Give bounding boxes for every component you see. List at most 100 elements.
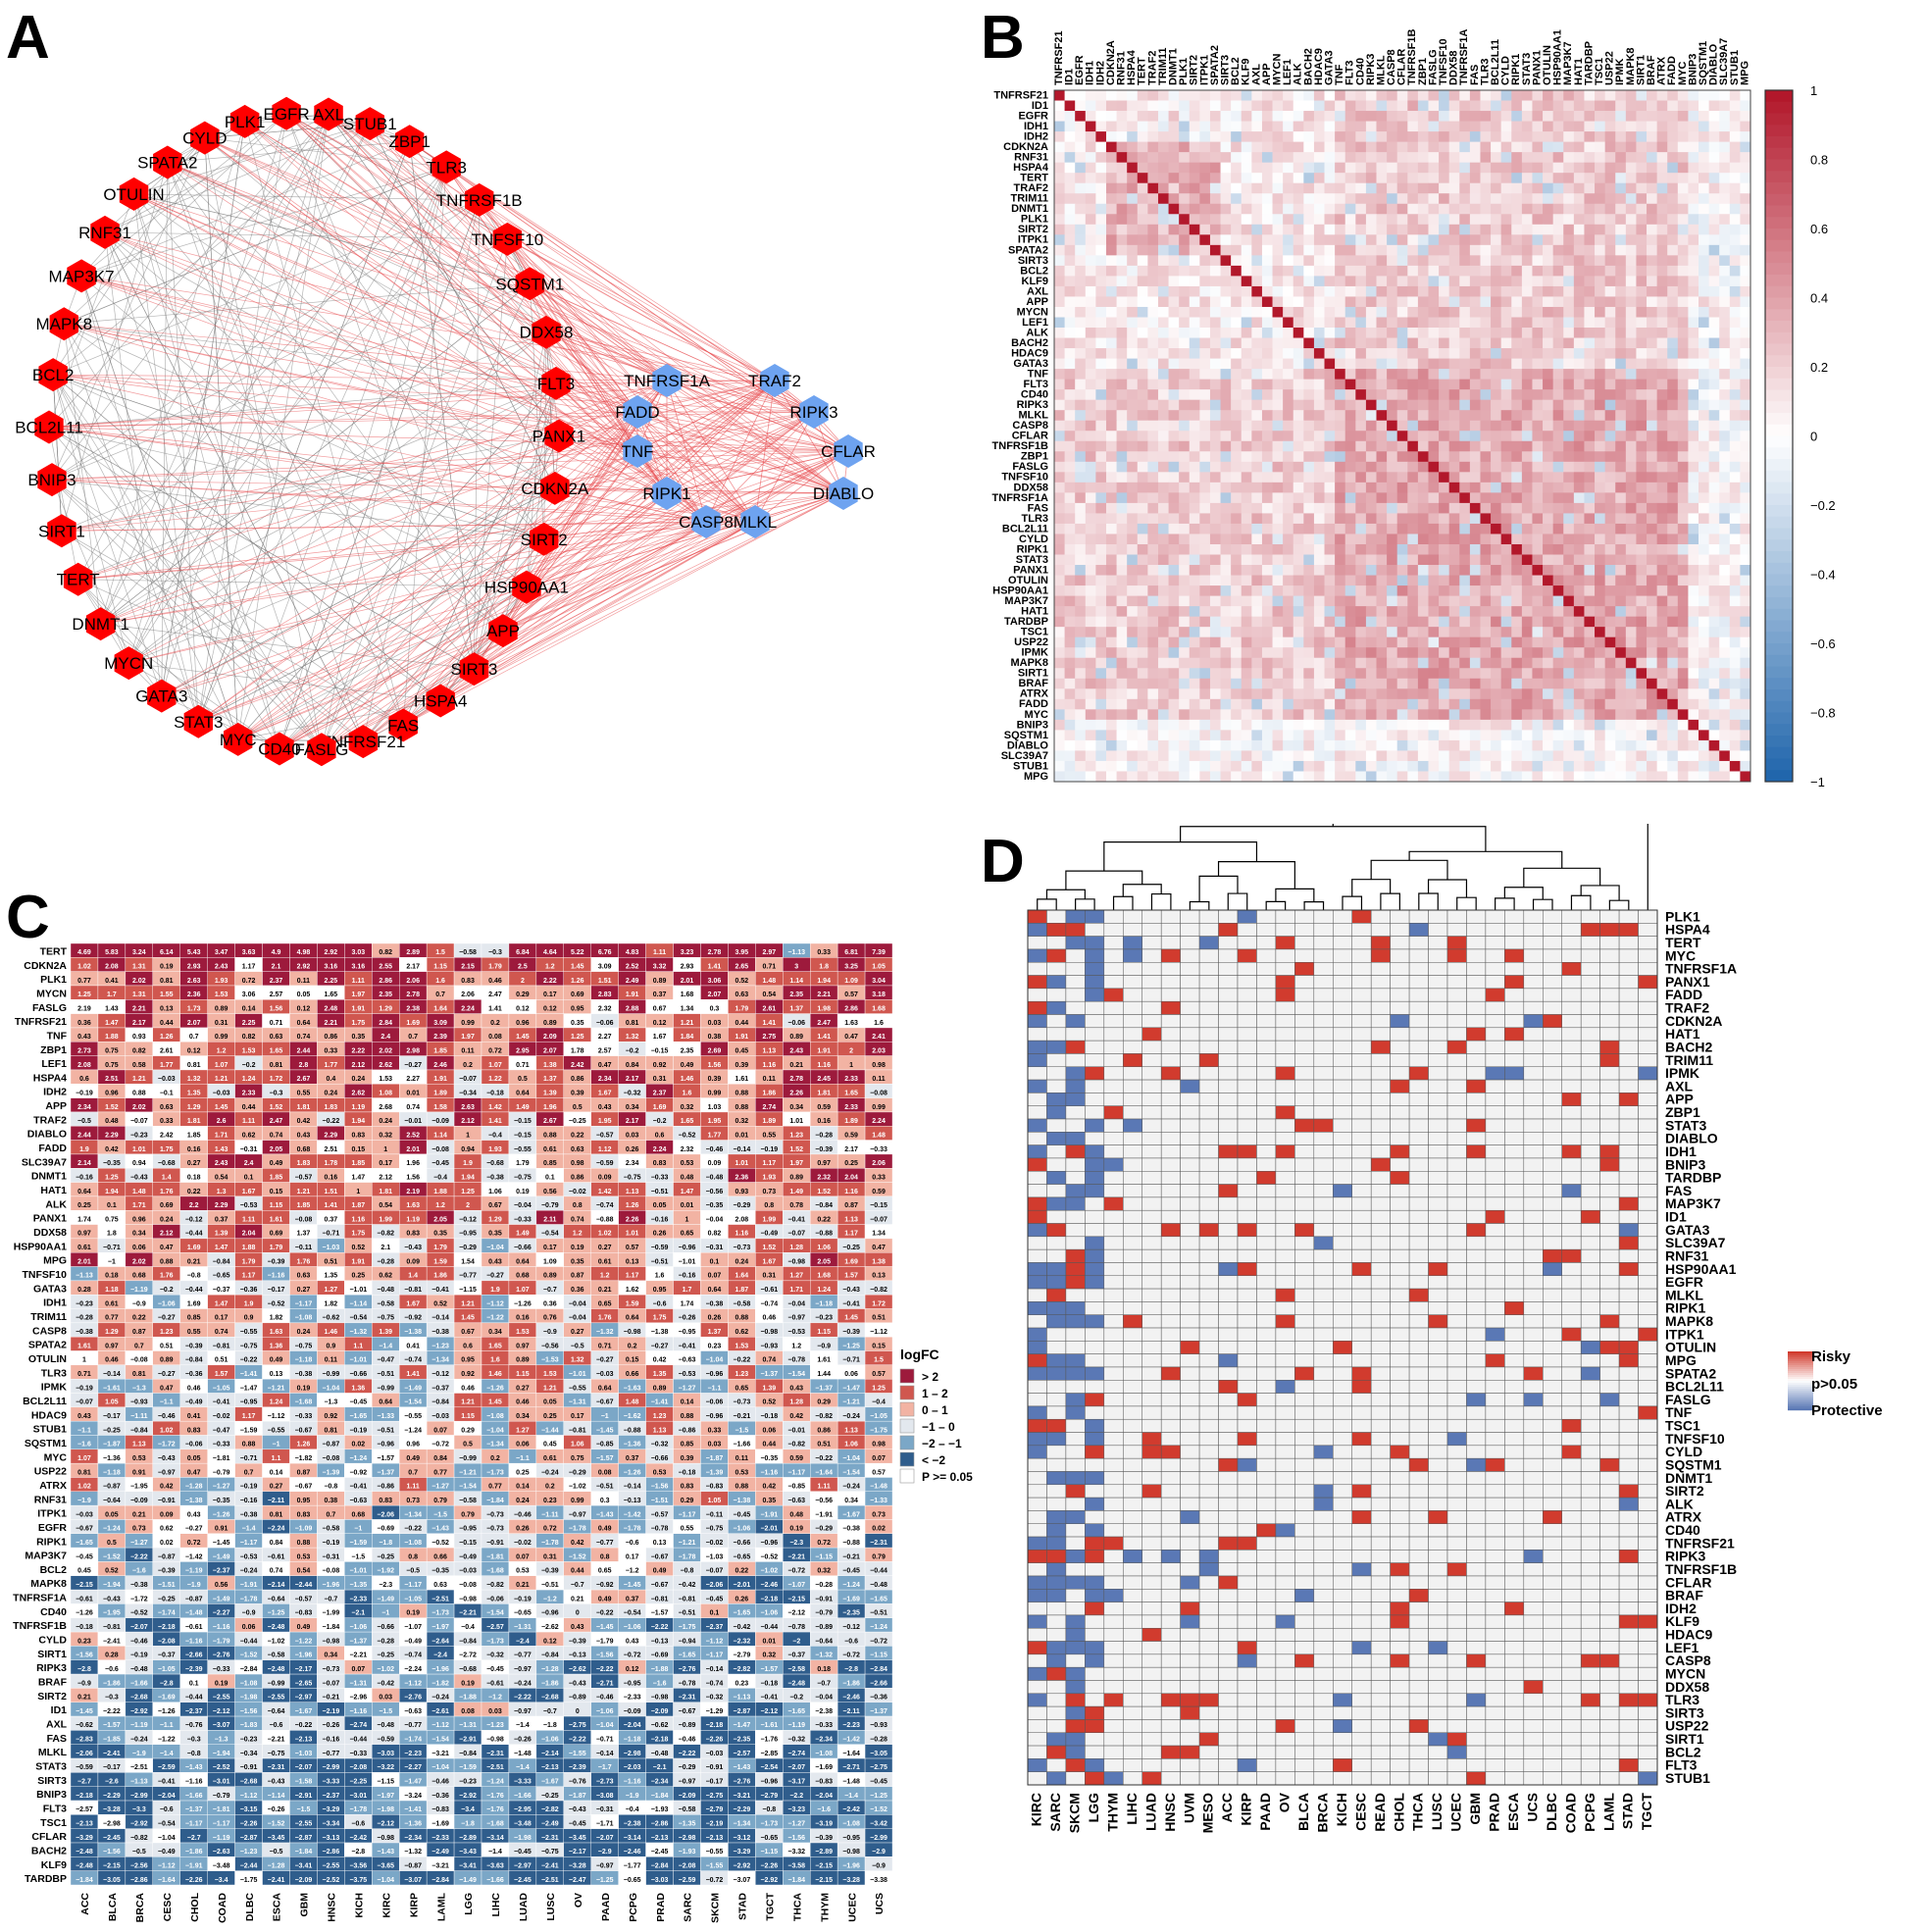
corr-cell: [1355, 554, 1367, 566]
corr-cell: [1552, 389, 1564, 401]
corr-cell: [1220, 575, 1232, 586]
corr-cell: [1199, 399, 1211, 411]
corr-cell: [1511, 647, 1523, 659]
corr-cell: [1365, 698, 1377, 710]
corr-cell: [1480, 276, 1492, 287]
corr-cell: [1647, 152, 1658, 164]
corr-cell: [1688, 492, 1699, 504]
corr-cell: [1220, 358, 1232, 370]
corr-cell: [1459, 739, 1471, 751]
corr-cell: [1439, 431, 1450, 442]
corr-cell: [1459, 636, 1471, 648]
corr-cell: [1563, 234, 1575, 246]
corr-cell: [1584, 636, 1596, 648]
corr-cell: [1552, 730, 1564, 741]
corr-cell: [1584, 482, 1596, 493]
corr-cell: [1220, 461, 1232, 473]
corr-cell: [1656, 111, 1668, 122]
corr-cell: [1335, 647, 1346, 659]
corr-cell: [1209, 482, 1221, 493]
corr-cell: [1261, 440, 1273, 452]
network-edge: [64, 323, 638, 452]
corr-cell: [1137, 565, 1148, 576]
corr-cell: [1491, 111, 1502, 122]
corr-cell: [1491, 141, 1502, 153]
corr-cell: [1168, 348, 1180, 359]
corr-cell: [1656, 668, 1668, 680]
corr-cell: [1740, 131, 1751, 143]
corr-cell: [1729, 585, 1741, 596]
corr-cell: [1147, 306, 1159, 318]
corr-cell: [1500, 431, 1512, 442]
corr-cell: [1396, 565, 1408, 576]
network-edge: [167, 162, 404, 726]
corr-cell: [1677, 379, 1689, 390]
network-edge: [133, 193, 638, 452]
corr-cell: [1231, 182, 1242, 194]
corr-cell: [1521, 410, 1533, 422]
corr-cell: [1075, 317, 1087, 329]
corr-cell: [1283, 730, 1294, 741]
corr-cell: [1064, 709, 1076, 721]
corr-cell: [1137, 337, 1148, 349]
corr-cell: [1231, 678, 1242, 689]
corr-cell: [1147, 554, 1159, 566]
corr-cell: [1615, 451, 1627, 463]
corr-cell: [1552, 111, 1564, 122]
corr-cell: [1261, 647, 1273, 659]
corr-cell: [1335, 276, 1346, 287]
corr-cell: [1647, 214, 1658, 226]
corr-cell: [1604, 328, 1616, 338]
corr-cell: [1604, 513, 1616, 525]
corr-cell: [1303, 420, 1315, 432]
corr-cell: [1448, 203, 1460, 215]
corr-cell: [1365, 317, 1377, 329]
corr-cell: [1439, 244, 1450, 256]
corr-cell: [1261, 141, 1273, 153]
corr-cell: [1283, 554, 1294, 566]
corr-cell: [1105, 193, 1117, 205]
corr-cell: [1376, 616, 1388, 628]
corr-cell: [1511, 234, 1523, 246]
corr-cell: [1500, 182, 1512, 194]
corr-cell: [1428, 523, 1440, 534]
corr-cell: [1677, 472, 1689, 483]
corr-cell: [1677, 657, 1689, 669]
corr-cell: [1729, 523, 1741, 534]
corr-cell: [1500, 688, 1512, 700]
corr-cell: [1491, 472, 1502, 483]
corr-cell: [1656, 492, 1668, 504]
corr-cell: [1376, 688, 1388, 700]
corr-cell: [1417, 296, 1429, 308]
corr-cell: [1157, 482, 1169, 493]
corr-cell: [1563, 214, 1575, 226]
corr-cell: [1137, 523, 1148, 534]
corr-cell: [1708, 121, 1720, 132]
corr-cell: [1584, 739, 1596, 751]
gene-node-red: [272, 96, 301, 130]
corr-cell: [1636, 224, 1648, 235]
corr-cell: [1699, 234, 1710, 246]
corr-cell: [1064, 585, 1076, 596]
corr-cell: [1469, 461, 1481, 473]
corr-cell: [1313, 482, 1325, 493]
corr-cell: [1241, 389, 1252, 401]
corr-cell: [1448, 410, 1460, 422]
network-edge: [100, 123, 371, 625]
corr-cell: [1324, 214, 1336, 226]
corr-cell: [1584, 141, 1596, 153]
corr-cell: [1127, 554, 1139, 566]
corr-cell: [1729, 131, 1741, 143]
corr-cell: [1324, 451, 1336, 463]
corr-cell: [1376, 636, 1388, 648]
corr-cell: [1573, 502, 1585, 514]
corr-cell: [1407, 730, 1419, 741]
corr-cell: [1324, 296, 1336, 308]
corr-cell: [1127, 100, 1139, 112]
corr-cell: [1199, 451, 1211, 463]
corr-cell: [1407, 337, 1419, 349]
corr-cell: [1054, 306, 1065, 318]
corr-cell: [1241, 234, 1252, 246]
corr-cell: [1448, 482, 1460, 493]
network-edge: [554, 450, 849, 489]
